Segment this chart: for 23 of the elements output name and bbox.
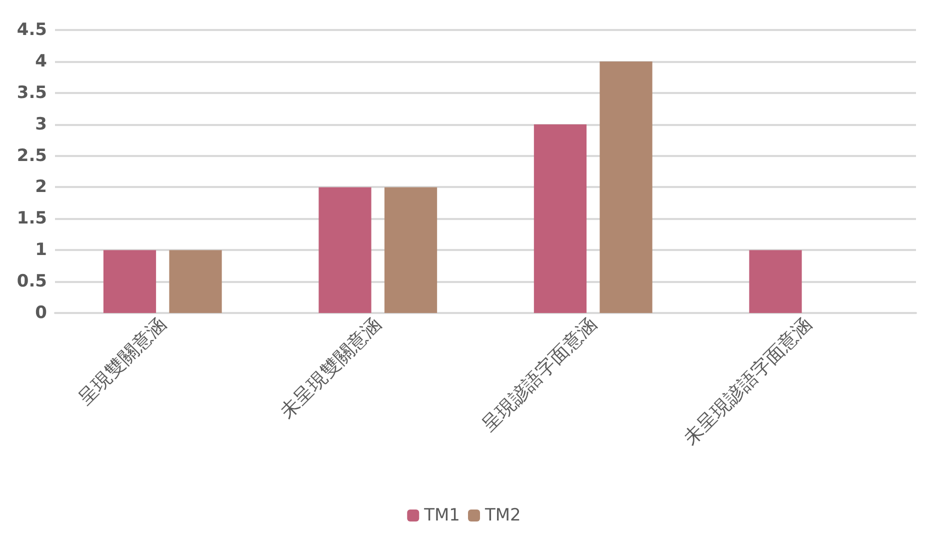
y-tick-label: 4 (35, 51, 48, 72)
y-tick-label: 2.5 (16, 146, 47, 166)
x-tick-label: 未呈現諺語字面意涵 (680, 313, 816, 450)
legend-label: TM1 (423, 506, 460, 526)
bar (103, 250, 156, 313)
bar (318, 187, 372, 313)
bar (600, 61, 652, 313)
bar (749, 250, 802, 313)
bar (384, 187, 438, 313)
y-tick-label: 4.5 (16, 20, 47, 40)
y-tick-label: 3 (35, 114, 47, 134)
x-tick-label: 呈現諺語字面意涵 (478, 313, 601, 436)
y-tick-label: 0 (35, 303, 48, 323)
bar (534, 124, 587, 313)
bar (169, 250, 222, 313)
y-tick-label: 2 (35, 177, 47, 198)
y-tick-label: 1.5 (16, 208, 47, 229)
y-tick-label: 1 (35, 240, 47, 260)
legend-label: TM2 (484, 506, 521, 526)
y-tick-label: 3.5 (16, 82, 47, 103)
x-tick-label: 呈現雙關意涵 (74, 313, 170, 410)
x-tick-label: 未呈現雙關意涵 (276, 313, 386, 423)
y-tick-label: 0.5 (16, 272, 47, 292)
